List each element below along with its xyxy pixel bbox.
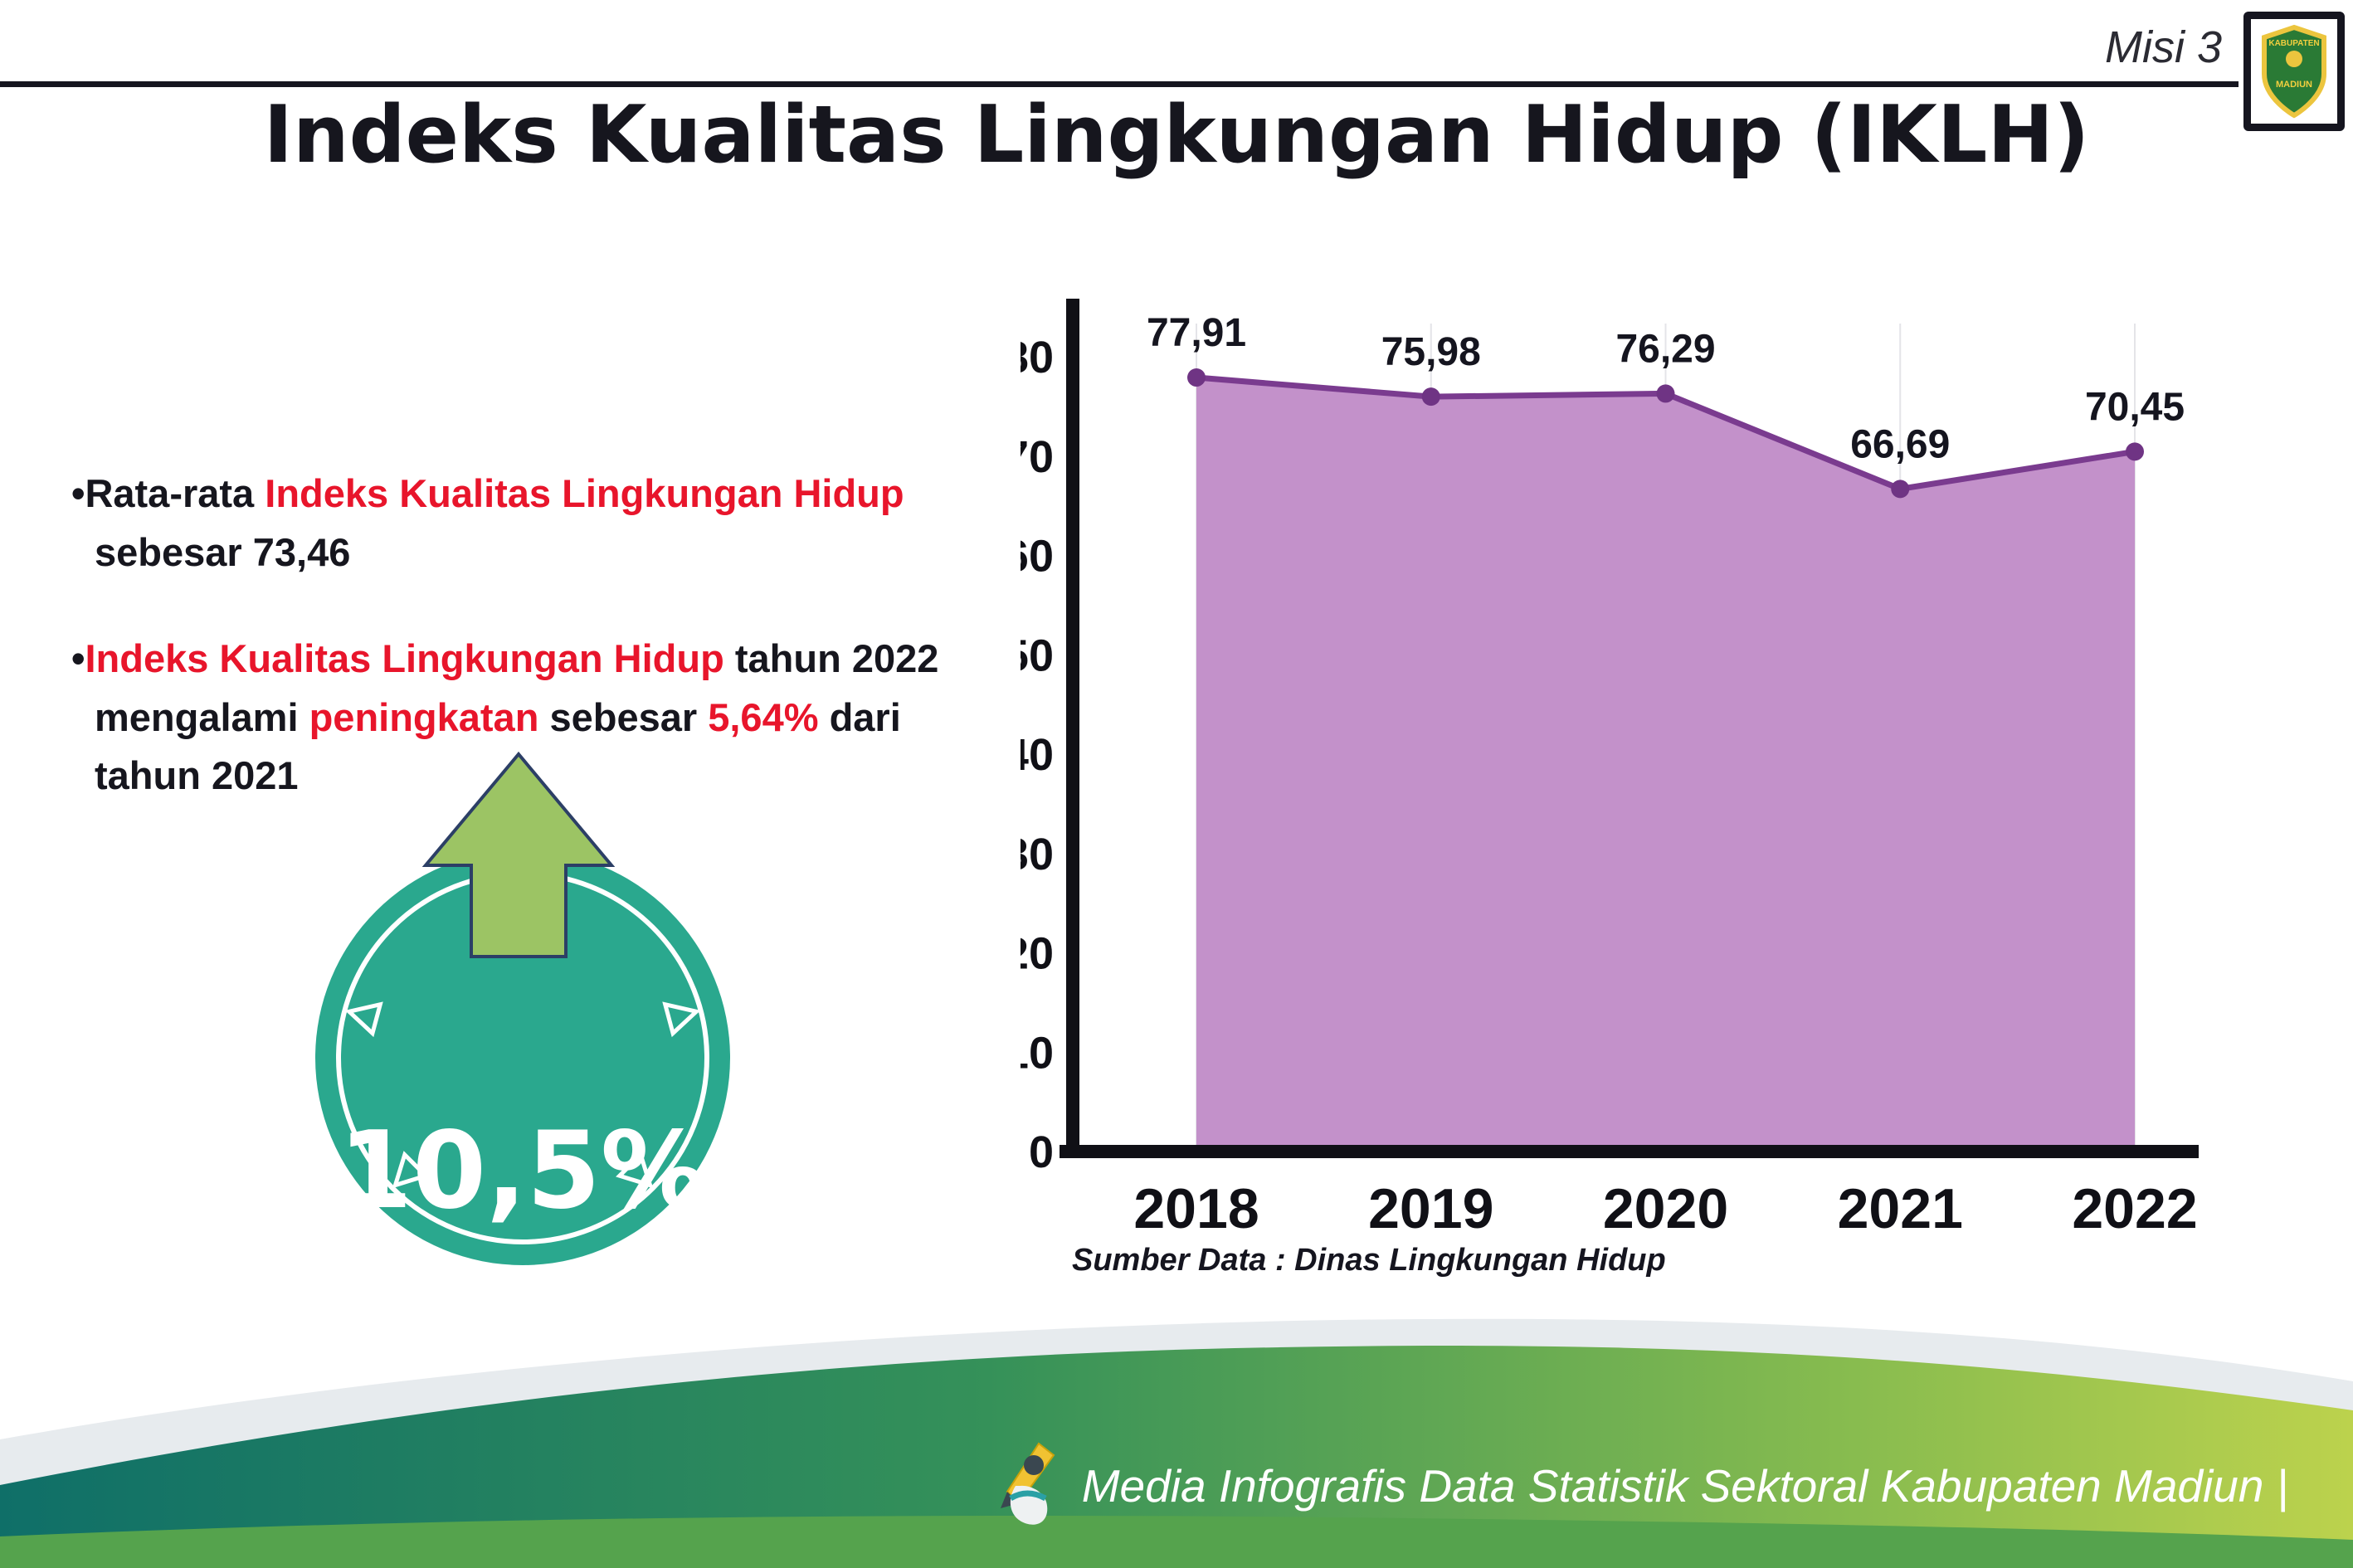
badge-value: 10,5% [339, 1109, 707, 1233]
svg-text:2021: 2021 [1838, 1177, 1963, 1240]
emblem-bottom-text: MADIUN [2276, 80, 2312, 90]
svg-text:70,45: 70,45 [2085, 385, 2185, 429]
svg-text:0: 0 [1029, 1127, 1054, 1177]
emblem-top-text: KABUPATEN [2268, 39, 2319, 48]
kabupaten-madiun-logo: KABUPATEN MADIUN [2243, 12, 2345, 131]
svg-text:60: 60 [1021, 532, 1054, 582]
chart-source: Sumber Data : Dinas Lingkungan Hidup [1072, 1243, 1666, 1278]
svg-text:75,98: 75,98 [1381, 330, 1481, 374]
footer-text: Media Infografis Data Statistik Sektoral… [1081, 1460, 2288, 1512]
bullet-line: sebesar 73,46 [95, 529, 351, 574]
svg-text:30: 30 [1021, 830, 1054, 879]
mascot-icon [1000, 1442, 1055, 1525]
emblem-icon: KABUPATEN MADIUN [2262, 24, 2326, 119]
chart-area [1196, 377, 2135, 1152]
bullet-item-increase: •Indeks Kualitas Lingkungan Hidup tahun … [71, 630, 992, 806]
svg-text:70: 70 [1021, 432, 1054, 482]
svg-text:77,91: 77,91 [1147, 311, 1246, 355]
footer-waves [0, 1318, 2353, 1568]
svg-text:40: 40 [1021, 730, 1054, 780]
svg-text:2018: 2018 [1133, 1177, 1259, 1240]
wave-green [0, 1346, 2353, 1568]
bullet-line: •Indeks Kualitas Lingkungan Hidup tahun … [71, 636, 939, 680]
svg-text:10: 10 [1021, 1028, 1054, 1078]
chart-container: 77,91 75,98 76,29 66,69 70,45 0 10 20 30 40 50 60 70… [1004, 274, 2224, 1253]
badge-circle [315, 850, 730, 1265]
svg-text:50: 50 [1021, 631, 1054, 680]
chart-value-labels: 77,91 75,98 76,29 66,69 70,45 [1147, 311, 2185, 466]
chart-ytick-labels: 0 10 20 30 40 50 60 70 80 [1004, 333, 1054, 1177]
svg-text:2020: 2020 [1603, 1177, 1728, 1240]
svg-text:20: 20 [1021, 929, 1054, 979]
iklh-area-chart: 77,91 75,98 76,29 66,69 70,45 0 10 20 30 40 50 60 70… [1004, 299, 2199, 1240]
bullet-list: •Rata-rata Indeks Kualitas Lingkungan Hi… [71, 465, 992, 854]
bullet-line: mengalami peningkatan sebesar 5,64% dari [95, 694, 901, 739]
svg-text:2019: 2019 [1368, 1177, 1493, 1240]
svg-text:80: 80 [1021, 333, 1054, 382]
svg-text:66,69: 66,69 [1850, 422, 1950, 466]
up-arrow-icon [421, 751, 616, 958]
chart-year-labels: 2018 2019 2020 2021 2022 [1133, 1177, 2197, 1240]
page-title: Indeks Kualitas Lingkungan Hidup (IKLH) [263, 90, 2090, 181]
misi-label: Misi 3 [2104, 22, 2222, 72]
chart-axes [1060, 299, 2199, 1158]
emblem-star [2286, 51, 2302, 67]
badge-ring-triangles [344, 1001, 701, 1189]
svg-text:76,29: 76,29 [1615, 327, 1715, 371]
wave-bottom [0, 1515, 2353, 1568]
svg-text:2022: 2022 [2072, 1177, 2197, 1240]
header-rule [0, 81, 2239, 87]
emblem-shield [2262, 24, 2326, 119]
bullet-line: tahun 2021 [95, 753, 299, 797]
bullet-line: •Rata-rata Indeks Kualitas Lingkungan Hi… [71, 471, 904, 515]
chart-markers [1187, 368, 2144, 499]
bullet-item-average: •Rata-rata Indeks Kualitas Lingkungan Hi… [71, 465, 992, 582]
footer: Media Infografis Data Statistik Sektoral… [991, 1440, 2288, 1531]
increase-badge: 10,5% [315, 751, 730, 1265]
